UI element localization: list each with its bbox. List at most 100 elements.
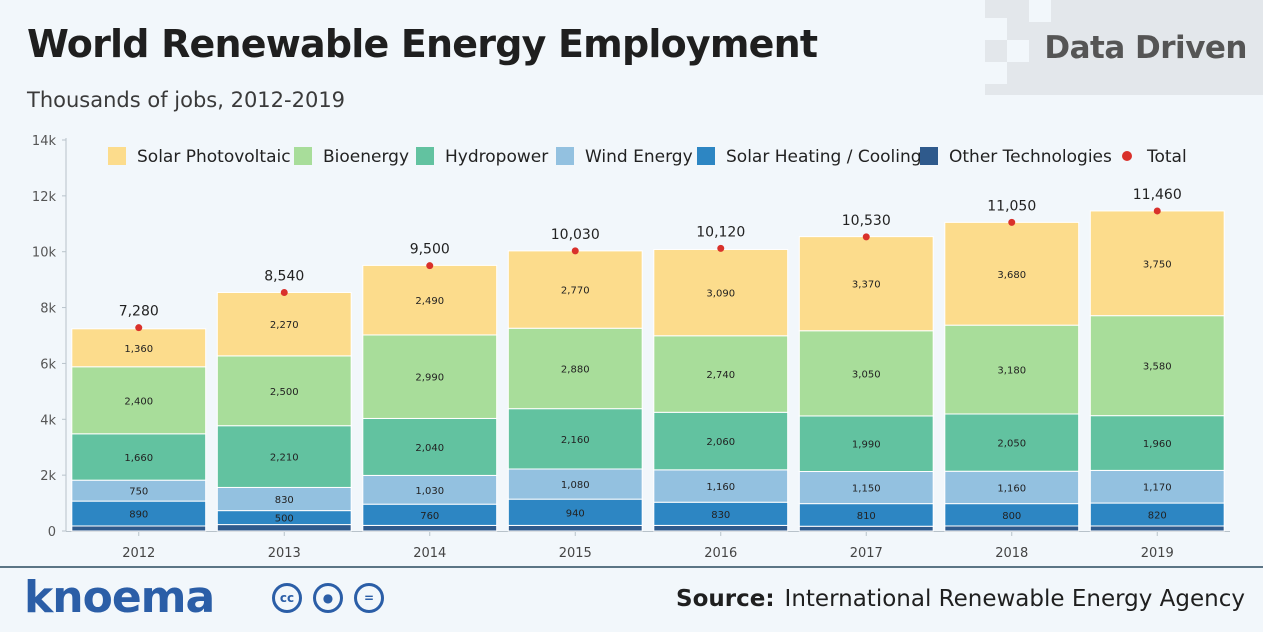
bar-segment	[507, 498, 643, 526]
legend-marker	[920, 147, 938, 165]
bar-segment	[71, 500, 207, 527]
segment-value-label: 1,960	[1143, 439, 1172, 450]
total-value-label: 7,280	[119, 304, 159, 320]
segment-value-label: 2,160	[561, 435, 590, 446]
axes: 0 2k 4k 6k 8k 10k 12k 14k 2012 2013 2014 2015 2016 20…	[32, 134, 1230, 561]
bar-segment	[362, 474, 498, 505]
bar-segment	[362, 334, 498, 419]
legend-marker	[556, 147, 574, 165]
bar-segment	[944, 470, 1080, 505]
segment-value-label: 3,680	[997, 270, 1026, 281]
bar-segment	[362, 264, 498, 336]
y-tick-label: 12k	[32, 190, 57, 205]
brand-label: Data Driven	[1044, 30, 1247, 66]
bar-segment	[798, 236, 934, 332]
segment-value-label: 1,990	[852, 440, 881, 451]
legend-marker	[1122, 151, 1132, 161]
y-tick-label: 8k	[40, 302, 56, 317]
attribution-icon[interactable]: ●	[313, 583, 343, 613]
no-derivatives-icon[interactable]: =	[354, 583, 384, 613]
bar-segment	[1089, 210, 1225, 317]
segment-value-label: 800	[1002, 511, 1021, 522]
total-point	[717, 244, 725, 252]
chart-subtitle: Thousands of jobs, 2012-2019	[27, 88, 346, 112]
bar-segment	[71, 328, 207, 368]
segment-value-label: 2,060	[706, 437, 735, 448]
segment-value-label: 2,050	[997, 439, 1026, 450]
legend-label: Solar Photovoltaic	[137, 147, 291, 167]
segment-value-label: 2,270	[270, 320, 299, 331]
segment-value-label: 2,400	[124, 396, 153, 407]
total-point	[862, 233, 870, 241]
bar-segment	[798, 525, 934, 532]
y-tick-label: 6k	[40, 357, 56, 372]
stacked-bar-chart: 0 2k 4k 6k 8k 10k 12k 14k 2012 2013 2014 2015 2016 20…	[32, 134, 1230, 561]
x-tick-label: 2015	[559, 546, 592, 561]
segment-value-label: 760	[420, 511, 439, 522]
segment-value-label: 2,500	[270, 387, 299, 398]
segment-value-label: 1,160	[706, 482, 735, 493]
total-value-label: 10,030	[551, 227, 600, 243]
bar-segment	[1089, 315, 1225, 417]
bar-segment	[71, 366, 207, 435]
bar-segment	[798, 471, 934, 505]
bar-segment	[71, 525, 207, 532]
bar-segment	[216, 291, 352, 357]
segment-value-label: 2,210	[270, 453, 299, 464]
bar-segment	[507, 524, 643, 532]
legend-label: Total	[1146, 147, 1187, 167]
segment-value-label: 3,050	[852, 369, 881, 380]
bar-segment	[507, 408, 643, 470]
legend-label: Hydropower	[445, 147, 548, 167]
bar-segment	[944, 413, 1080, 472]
total-point	[426, 262, 434, 270]
total-value-label: 10,120	[696, 224, 745, 240]
legend-label: Other Technologies	[949, 147, 1112, 167]
segment-value-label: 1,080	[561, 480, 590, 491]
segment-value-label: 1,150	[852, 484, 881, 495]
x-tick-label: 2013	[268, 546, 301, 561]
segment-value-label: 2,740	[706, 370, 735, 381]
bar-segment	[798, 330, 934, 417]
segment-value-label: 3,750	[1143, 259, 1172, 270]
segment-value-label: 2,880	[561, 364, 590, 375]
source-label: Source:	[676, 586, 775, 612]
bar-segment	[944, 221, 1080, 326]
bar-segment	[216, 425, 352, 488]
bar-segment	[362, 524, 498, 532]
y-tick-label: 4k	[40, 413, 56, 428]
bar-segment	[1089, 415, 1225, 471]
x-tick-label: 2016	[704, 546, 737, 561]
total-point	[135, 324, 143, 332]
x-tick-label: 2012	[122, 546, 155, 561]
y-tick-label: 10k	[32, 246, 57, 261]
legend-marker	[697, 147, 715, 165]
legend-label: Solar Heating / Cooling	[726, 147, 922, 167]
bar-segment	[944, 324, 1080, 415]
y-tick-label: 14k	[32, 134, 57, 149]
bar-segment	[216, 524, 352, 532]
cc-icon[interactable]: cc	[272, 583, 302, 613]
legend-marker	[294, 147, 312, 165]
bar-segment	[798, 415, 934, 473]
total-point	[571, 247, 579, 255]
segment-value-label: 3,090	[706, 289, 735, 300]
chart-title: World Renewable Energy Employment	[27, 22, 818, 66]
segment-value-label: 940	[566, 508, 585, 519]
brand-box: Data Driven	[985, 0, 1263, 95]
bar-segment	[362, 417, 498, 476]
bar-segment	[71, 433, 207, 481]
knoema-logo[interactable]: knoema	[24, 572, 215, 623]
x-tick-label: 2017	[850, 546, 883, 561]
total-point	[280, 288, 288, 296]
total-point	[1008, 218, 1016, 226]
total-value-label: 9,500	[410, 242, 450, 258]
legend-label: Bioenergy	[323, 147, 409, 167]
x-tick-label: 2018	[995, 546, 1028, 561]
segment-value-label: 500	[275, 514, 294, 525]
legend-marker	[416, 147, 434, 165]
segment-value-label: 1,360	[124, 344, 153, 355]
legend: Solar Photovoltaic Bioenergy Hydropower Win…	[108, 147, 1187, 167]
bar-segment	[507, 327, 643, 410]
segment-value-label: 890	[129, 510, 148, 521]
